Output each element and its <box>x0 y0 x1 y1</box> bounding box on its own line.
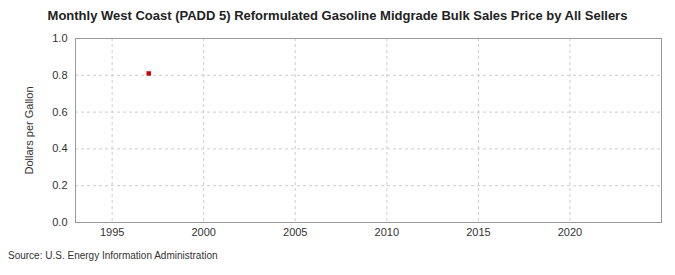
html-text:Monthly West Coast (PADD 5) Re: Monthly West Coast (PADD 5) Reformulated… <box>47 8 628 23</box>
svg-text:0.0: 0.0 <box>52 216 67 228</box>
svg-text:Dollars per Gallon: Dollars per Gallon <box>23 86 35 174</box>
svg-text:0.8: 0.8 <box>52 69 67 81</box>
svg-text:2015: 2015 <box>466 226 490 238</box>
svg-text:0.2: 0.2 <box>52 179 67 191</box>
svg-text:2005: 2005 <box>283 226 307 238</box>
html-text:Source: U.S. Energy Informatio: Source: U.S. Energy Information Administ… <box>8 250 218 261</box>
svg-text:2000: 2000 <box>191 226 215 238</box>
svg-text:1995: 1995 <box>100 226 124 238</box>
svg-text:2010: 2010 <box>375 226 399 238</box>
svg-text:1.0: 1.0 <box>52 32 67 44</box>
svg-text:2020: 2020 <box>558 226 582 238</box>
svg-text:0.4: 0.4 <box>52 142 67 154</box>
svg-text:0.6: 0.6 <box>52 106 67 118</box>
